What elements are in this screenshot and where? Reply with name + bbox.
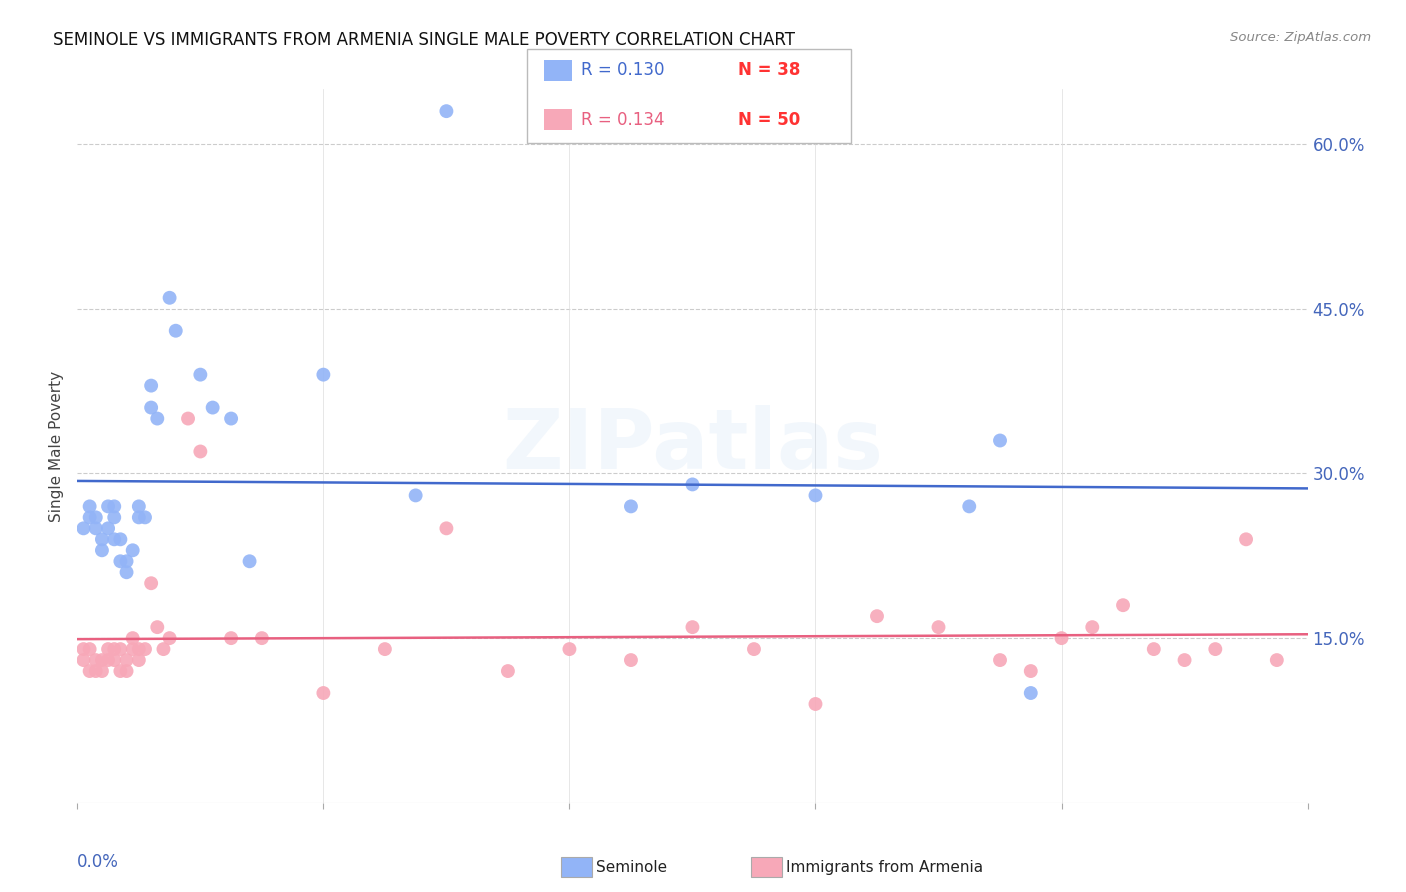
Point	[115, 664, 138, 678]
Point	[110, 642, 132, 657]
Point	[405, 488, 427, 502]
Point	[374, 642, 396, 657]
Point	[957, 500, 980, 514]
Y-axis label: Single Male Poverty: Single Male Poverty	[49, 370, 65, 522]
Point	[90, 533, 114, 547]
Point	[103, 642, 125, 657]
Point	[159, 291, 181, 305]
Point	[804, 697, 827, 711]
Text: Source: ZipAtlas.com: Source: ZipAtlas.com	[1230, 31, 1371, 45]
Point	[79, 510, 101, 524]
Point	[103, 533, 125, 547]
Text: Immigrants from Armenia: Immigrants from Armenia	[786, 860, 983, 874]
Point	[121, 543, 143, 558]
Point	[312, 368, 335, 382]
Point	[682, 620, 704, 634]
Point	[134, 642, 156, 657]
Point	[201, 401, 224, 415]
Point	[141, 576, 163, 591]
Point	[103, 510, 125, 524]
Point	[1019, 664, 1042, 678]
Point	[141, 401, 163, 415]
Point	[115, 554, 138, 568]
Point	[1112, 598, 1135, 612]
Point	[103, 653, 125, 667]
Point	[90, 664, 114, 678]
Point	[115, 653, 138, 667]
Point	[97, 653, 120, 667]
Point	[159, 631, 181, 645]
Point	[152, 642, 174, 657]
Point	[110, 533, 132, 547]
Point	[128, 500, 150, 514]
Point	[97, 500, 120, 514]
Point	[84, 521, 107, 535]
Point	[1019, 686, 1042, 700]
Point	[239, 554, 262, 568]
Point	[110, 664, 132, 678]
Point	[1234, 533, 1257, 547]
Point	[128, 642, 150, 657]
Point	[219, 411, 242, 425]
Point	[165, 324, 187, 338]
Point	[1050, 631, 1073, 645]
Point	[188, 368, 212, 382]
Point	[436, 521, 458, 535]
Point	[742, 642, 765, 657]
Point	[1174, 653, 1197, 667]
Point	[436, 104, 458, 119]
Point	[72, 653, 94, 667]
Point	[1204, 642, 1226, 657]
Point	[1265, 653, 1288, 667]
Point	[128, 653, 150, 667]
Point	[496, 664, 519, 678]
Text: Seminole: Seminole	[596, 860, 668, 874]
Point	[219, 631, 242, 645]
Point	[103, 500, 125, 514]
Text: 0.0%: 0.0%	[77, 853, 120, 871]
Text: N = 50: N = 50	[738, 111, 800, 128]
Point	[97, 521, 120, 535]
Point	[1081, 620, 1104, 634]
Point	[72, 642, 94, 657]
Point	[134, 510, 156, 524]
Point	[188, 444, 212, 458]
Point	[250, 631, 273, 645]
Point	[558, 642, 581, 657]
Point	[90, 653, 114, 667]
Point	[84, 653, 107, 667]
Point	[312, 686, 335, 700]
Point	[79, 664, 101, 678]
Point	[682, 477, 704, 491]
Point	[121, 631, 143, 645]
Text: R = 0.130: R = 0.130	[581, 62, 664, 79]
Point	[146, 620, 169, 634]
Point	[84, 510, 107, 524]
Point	[866, 609, 889, 624]
Point	[110, 554, 132, 568]
Point	[620, 653, 643, 667]
Point	[988, 653, 1011, 667]
Point	[115, 566, 138, 580]
Point	[1143, 642, 1166, 657]
Point	[84, 664, 107, 678]
Point	[97, 642, 120, 657]
Point	[177, 411, 200, 425]
Point	[804, 488, 827, 502]
Text: R = 0.134: R = 0.134	[581, 111, 664, 128]
Point	[988, 434, 1011, 448]
Point	[79, 642, 101, 657]
Point	[928, 620, 950, 634]
Text: ZIPatlas: ZIPatlas	[502, 406, 883, 486]
Text: N = 38: N = 38	[738, 62, 800, 79]
Point	[79, 500, 101, 514]
Point	[90, 543, 114, 558]
Point	[128, 510, 150, 524]
Point	[72, 521, 94, 535]
Text: SEMINOLE VS IMMIGRANTS FROM ARMENIA SINGLE MALE POVERTY CORRELATION CHART: SEMINOLE VS IMMIGRANTS FROM ARMENIA SING…	[53, 31, 796, 49]
Point	[146, 411, 169, 425]
Point	[121, 642, 143, 657]
Point	[620, 500, 643, 514]
Point	[141, 378, 163, 392]
